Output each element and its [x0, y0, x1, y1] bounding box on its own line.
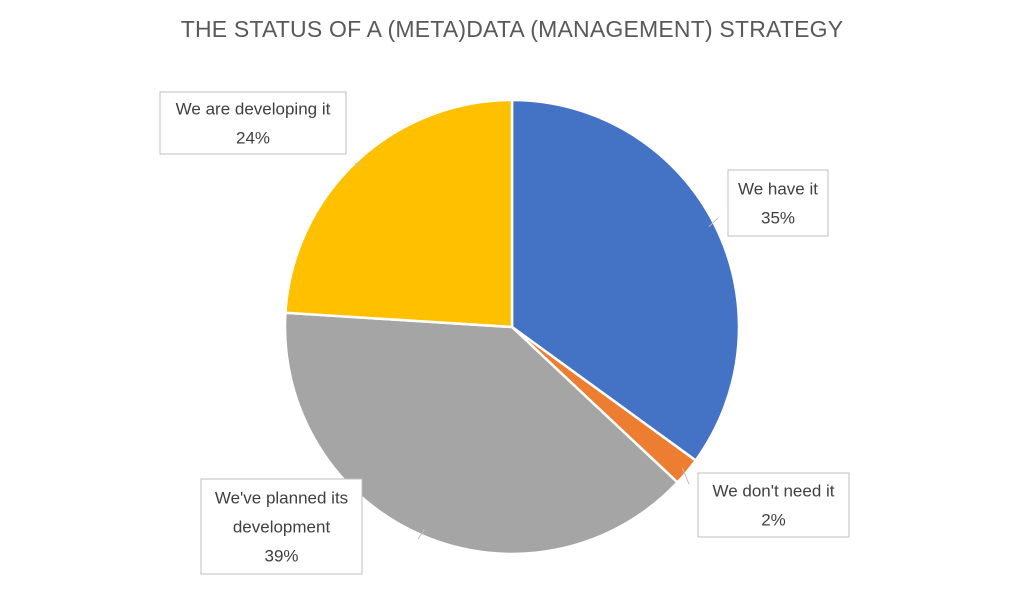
- slice-label-2: We've planned its development: [215, 489, 348, 537]
- callout-box-3: [159, 91, 347, 155]
- slice-value-label-2: 39%: [264, 547, 298, 566]
- callout-leader-2: [417, 529, 425, 540]
- callout-leaders: [354, 162, 719, 540]
- callout-box-0: [727, 169, 829, 237]
- slice-value-label-1: 2%: [761, 511, 786, 530]
- callout-leader-3: [354, 162, 361, 167]
- pie-slice-3: [284, 98, 514, 329]
- slice-value-label-0: 35%: [761, 209, 795, 228]
- callout-leader-0: [708, 217, 719, 228]
- callout-labels: We have it 35% We don't need it 2% We've pla…: [159, 91, 850, 575]
- slice-label-1: We don't need it: [712, 482, 834, 501]
- chart-title: THE STATUS OF A (META)DATA (MANAGEMENT) …: [181, 16, 844, 42]
- slice-label-3: We are developing it: [176, 100, 331, 119]
- callout-leader-1: [681, 467, 690, 485]
- callout-box-2: [200, 478, 363, 575]
- pie-slice-2: [283, 311, 679, 556]
- slice-value-label-3: 24%: [236, 129, 270, 148]
- callout-box-1: [697, 472, 850, 538]
- pie-slice-0: [510, 98, 741, 462]
- slice-label-0: We have it: [738, 180, 818, 199]
- pie-slices: [283, 98, 741, 556]
